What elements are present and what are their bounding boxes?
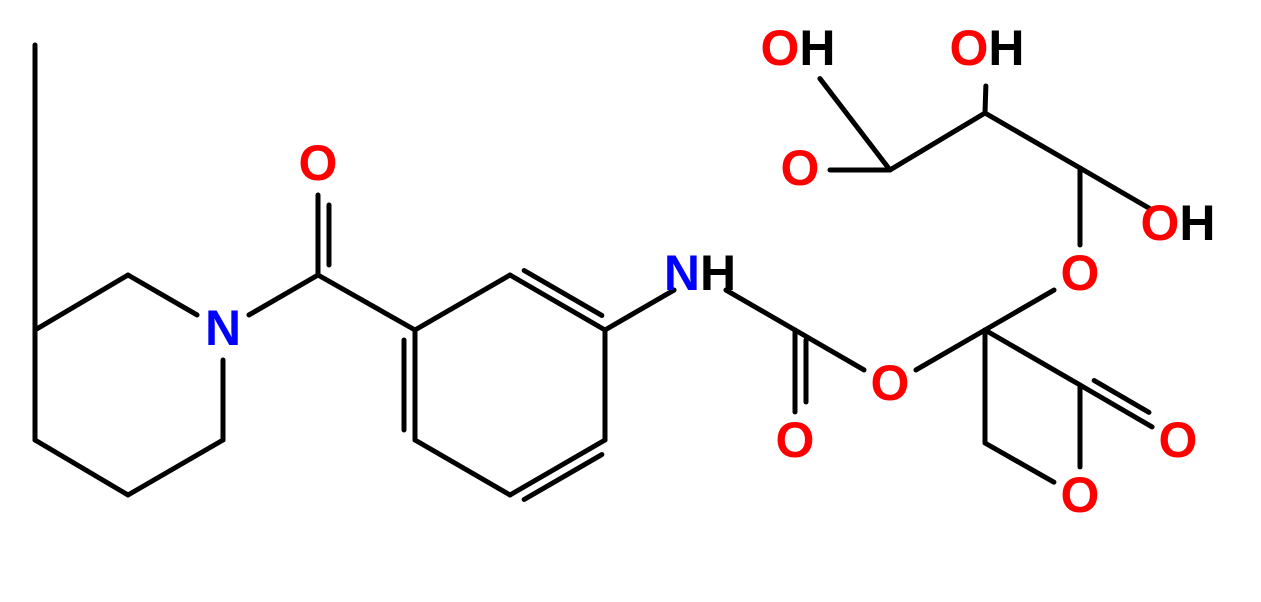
bond-line <box>726 290 795 330</box>
bond-line <box>524 270 602 315</box>
molecule-diagram: NONHOOOOOOHOHOHO <box>0 0 1261 602</box>
atom-label-O32: O <box>1159 412 1198 468</box>
bond-line <box>128 440 223 495</box>
bond-line <box>35 440 128 495</box>
bond-line <box>985 86 986 113</box>
bond-line <box>985 113 1080 168</box>
atom-label-O19: O <box>776 412 815 468</box>
bond-line <box>35 275 128 330</box>
bond-line <box>985 290 1054 330</box>
bond-line <box>249 275 318 315</box>
bond-line <box>128 275 197 315</box>
bond-line <box>415 275 510 330</box>
atom-label-O30: OH <box>949 20 1024 76</box>
atom-label-O29: OH <box>1140 195 1215 251</box>
bond-line <box>985 443 1054 482</box>
bond-line <box>510 440 605 495</box>
bond-line <box>820 79 890 170</box>
atom-label-N8: N <box>205 300 241 356</box>
atom-label-O24: O <box>1061 467 1100 523</box>
bond-line <box>415 440 510 495</box>
bond-line <box>916 330 985 370</box>
bond-line <box>318 275 415 330</box>
atom-label-O25: O <box>1061 245 1100 301</box>
atom-label-O10: O <box>299 135 338 191</box>
atom-label-N17: NH <box>664 245 736 301</box>
bond-line <box>890 113 985 170</box>
atom-label-O20: O <box>781 140 820 196</box>
atom-label-O21: O <box>871 355 910 411</box>
atom-label-O31: OH <box>760 20 835 76</box>
bond-line <box>985 330 1080 385</box>
bond-line <box>524 455 602 500</box>
bond-line <box>510 275 605 330</box>
